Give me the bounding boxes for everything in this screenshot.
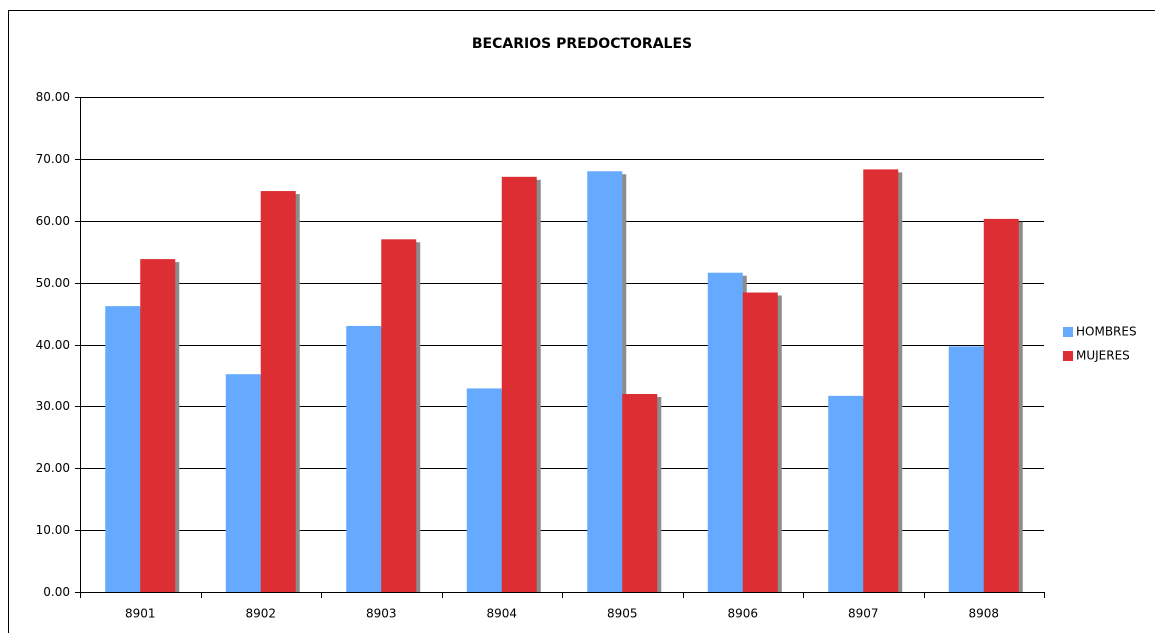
y-tick-label: 40.00 — [36, 338, 70, 352]
x-tick-label: 8901 — [125, 607, 156, 621]
y-tick-label: 20.00 — [36, 461, 70, 475]
x-tick-label: 8907 — [848, 607, 879, 621]
bar — [140, 259, 176, 592]
bar — [587, 171, 623, 592]
bar — [742, 292, 778, 592]
bar — [707, 272, 743, 592]
bar — [260, 191, 296, 593]
x-tick-label: 8904 — [486, 607, 517, 621]
bar — [983, 218, 1019, 593]
y-tick-label: 60.00 — [36, 214, 70, 228]
bar — [105, 306, 141, 592]
bar — [828, 395, 864, 592]
legend-swatch — [1063, 327, 1073, 337]
bar — [948, 346, 984, 592]
legend-label: HOMBRES — [1076, 325, 1137, 339]
x-tick-label: 8902 — [245, 607, 276, 621]
legend-swatch — [1063, 351, 1073, 361]
x-tick-label: 8905 — [607, 607, 638, 621]
bar — [501, 176, 537, 592]
y-tick-label: 30.00 — [36, 399, 70, 413]
y-tick-label: 80.00 — [36, 90, 70, 104]
x-tick-label: 8906 — [727, 607, 758, 621]
x-tick-label: 8903 — [366, 607, 397, 621]
legend-label: MUJERES — [1076, 349, 1130, 363]
bar — [466, 388, 502, 592]
y-tick-label: 70.00 — [36, 152, 70, 166]
bar — [381, 239, 417, 592]
chart-title: BECARIOS PREDOCTORALES — [472, 36, 692, 52]
bar — [346, 325, 382, 592]
bar — [225, 374, 261, 592]
bar — [863, 169, 899, 593]
y-tick-label: 50.00 — [36, 276, 70, 290]
bar — [622, 394, 658, 592]
y-tick-label: 0.00 — [43, 585, 70, 599]
y-tick-label: 10.00 — [36, 523, 70, 537]
x-tick-label: 8908 — [968, 607, 999, 621]
